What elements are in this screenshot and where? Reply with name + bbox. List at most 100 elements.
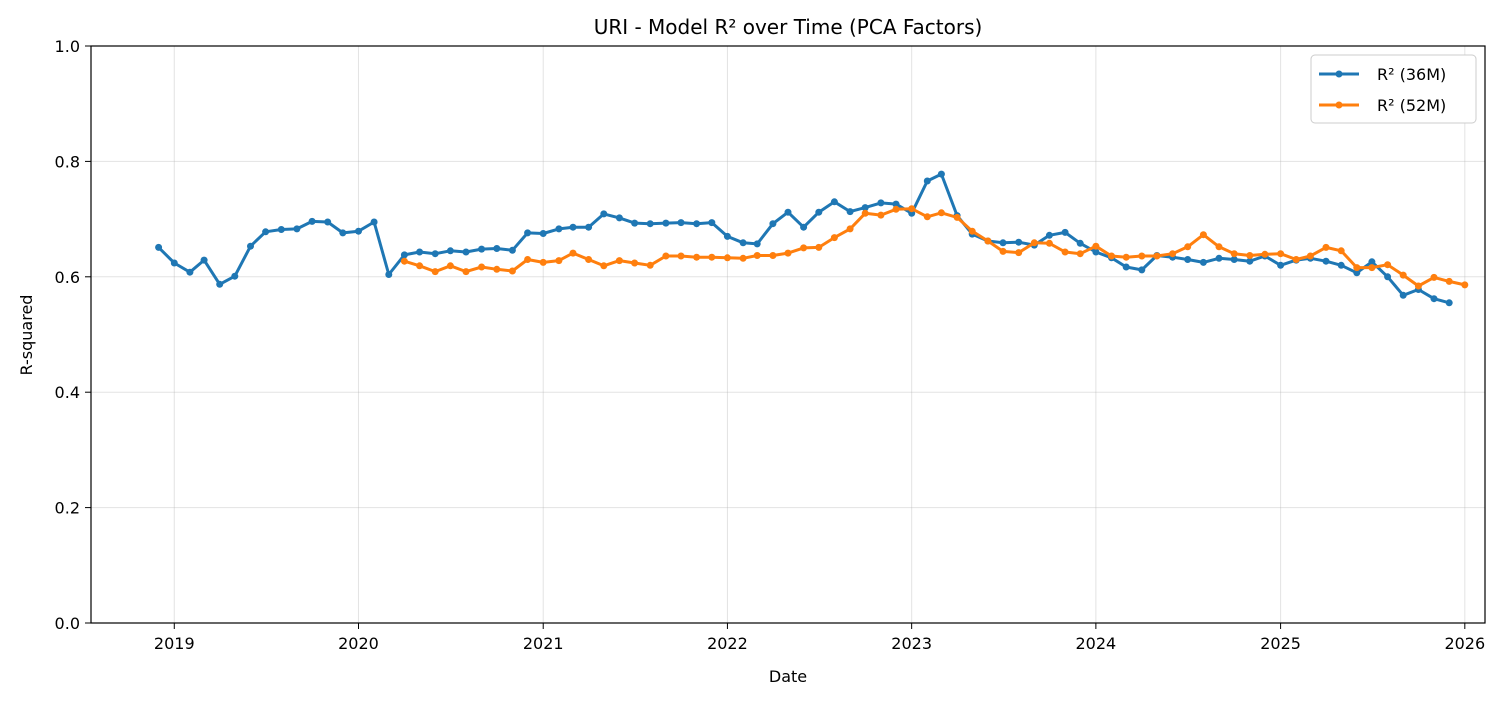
- data-point: [784, 249, 792, 257]
- data-point: [877, 211, 885, 219]
- data-point: [1015, 238, 1023, 246]
- legend-marker-52m: [1335, 101, 1343, 109]
- data-point: [739, 254, 747, 262]
- data-point: [585, 223, 593, 231]
- data-point: [846, 225, 854, 233]
- y-tick-label: 0.2: [55, 499, 80, 518]
- data-point: [999, 247, 1007, 255]
- data-point: [815, 208, 823, 216]
- data-point: [1108, 252, 1115, 260]
- data-point: [1368, 258, 1376, 266]
- series-1: [400, 205, 1469, 290]
- data-point: [953, 213, 961, 221]
- data-point: [984, 237, 992, 245]
- data-point: [339, 229, 347, 237]
- y-tick-label: 0.4: [55, 383, 80, 402]
- data-point: [815, 243, 823, 251]
- y-tick-label: 0.0: [55, 614, 80, 633]
- data-point: [999, 239, 1007, 247]
- data-point: [308, 217, 316, 225]
- data-point: [478, 263, 486, 271]
- data-point: [923, 177, 931, 185]
- data-point: [631, 259, 639, 267]
- data-point: [892, 205, 900, 213]
- data-point: [1230, 256, 1238, 263]
- plot-frame: [90, 45, 1486, 624]
- data-point: [693, 253, 701, 261]
- data-point: [662, 252, 670, 260]
- legend-label-52m: R² (52M): [1377, 96, 1446, 115]
- x-tick-label: 2023: [891, 634, 932, 653]
- data-point: [431, 268, 439, 276]
- data-point: [200, 256, 208, 264]
- data-point: [937, 209, 945, 217]
- data-point: [968, 227, 976, 235]
- data-point: [569, 223, 577, 231]
- data-point: [1246, 257, 1254, 265]
- series-lines: [155, 170, 1469, 307]
- data-point: [784, 208, 792, 216]
- data-point: [753, 240, 761, 248]
- data-point: [508, 246, 516, 254]
- data-point: [753, 252, 761, 259]
- data-point: [830, 198, 838, 206]
- data-point: [1399, 291, 1407, 299]
- data-point: [1368, 264, 1376, 272]
- data-point: [1092, 248, 1100, 256]
- data-point: [631, 219, 639, 227]
- data-point: [569, 249, 577, 257]
- y-tick-label: 1.0: [55, 37, 80, 56]
- data-point: [539, 258, 547, 266]
- data-point: [231, 272, 239, 280]
- data-point: [646, 220, 654, 228]
- data-point: [1184, 243, 1192, 251]
- data-point: [1246, 252, 1254, 259]
- data-point: [1277, 250, 1285, 258]
- data-point: [1184, 256, 1192, 263]
- data-point: [539, 230, 547, 237]
- data-point: [1122, 263, 1130, 271]
- data-point: [1337, 247, 1345, 255]
- legend-label-36m: R² (36M): [1377, 65, 1446, 84]
- data-point: [1445, 277, 1453, 285]
- data-point: [155, 243, 163, 251]
- data-point: [800, 244, 808, 252]
- x-tick-label: 2019: [154, 634, 195, 653]
- data-point: [400, 251, 408, 259]
- x-tick-label: 2022: [707, 634, 748, 653]
- data-point: [186, 268, 194, 276]
- data-point: [431, 250, 439, 258]
- data-point: [1015, 249, 1023, 257]
- legend-marker-36m: [1335, 70, 1343, 78]
- data-point: [1045, 239, 1053, 247]
- data-point: [677, 219, 685, 227]
- data-point: [937, 170, 945, 178]
- data-point: [723, 254, 731, 262]
- x-tick-label: 2024: [1076, 634, 1117, 653]
- data-point: [1138, 252, 1146, 260]
- data-point: [923, 213, 931, 221]
- data-point: [216, 280, 224, 288]
- data-point: [508, 267, 516, 275]
- data-point: [1384, 273, 1392, 281]
- data-point: [277, 226, 285, 233]
- data-point: [1445, 299, 1453, 307]
- data-point: [493, 245, 501, 252]
- data-point: [877, 199, 885, 207]
- x-tick-label: 2020: [338, 634, 379, 653]
- data-point: [600, 262, 608, 270]
- data-point: [355, 227, 362, 235]
- data-point: [739, 239, 747, 247]
- data-point: [1353, 269, 1361, 277]
- data-point: [1261, 250, 1269, 258]
- data-point: [1199, 258, 1207, 266]
- data-point: [723, 232, 731, 240]
- data-point: [646, 261, 654, 269]
- data-point: [1306, 252, 1314, 260]
- data-point: [1414, 282, 1422, 290]
- data-point: [861, 204, 869, 212]
- data-point: [1277, 261, 1285, 269]
- data-point: [1322, 257, 1330, 265]
- x-axis-label: Date: [769, 667, 807, 686]
